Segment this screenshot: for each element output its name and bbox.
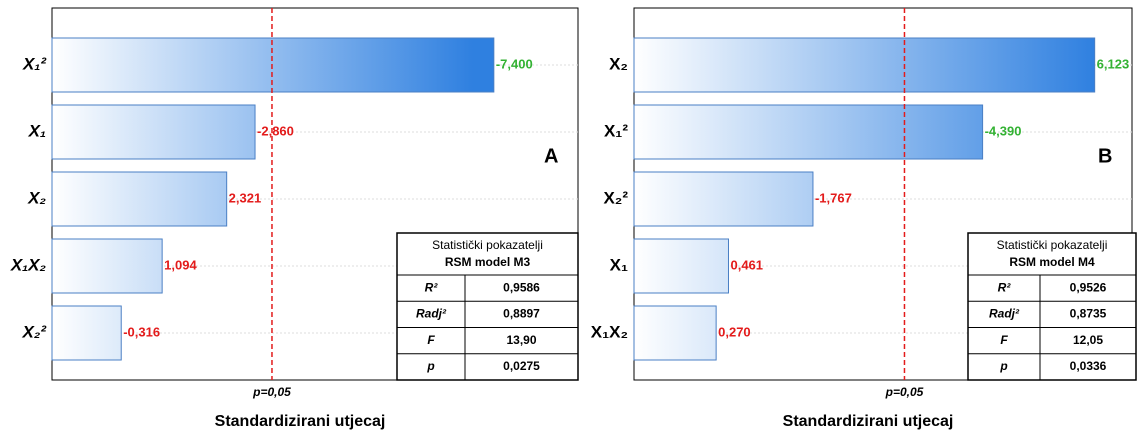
value-label: -0,316 bbox=[123, 324, 160, 339]
category-label: X₁ bbox=[610, 255, 628, 274]
bar bbox=[633, 104, 984, 160]
table-key: p bbox=[426, 359, 434, 373]
table-value: 0,8735 bbox=[1070, 307, 1107, 321]
x-axis-label: Standardizirani utjecaj bbox=[783, 413, 954, 430]
table-key: R² bbox=[998, 280, 1012, 294]
value-label: 1,094 bbox=[164, 257, 197, 272]
bar bbox=[51, 171, 228, 227]
table-value: 0,0275 bbox=[503, 359, 540, 373]
table-value: 0,0336 bbox=[1070, 359, 1107, 373]
value-label: -7,400 bbox=[496, 56, 533, 71]
category-label: X₂² bbox=[22, 322, 48, 341]
value-label: -4,390 bbox=[985, 123, 1022, 138]
value-label: 2,321 bbox=[229, 190, 262, 205]
table-key: F bbox=[1000, 333, 1008, 347]
threshold-label: p=0,05 bbox=[885, 385, 924, 399]
value-label: 0,461 bbox=[730, 257, 763, 272]
table-value: 0,9586 bbox=[503, 280, 540, 294]
category-label: X₁² bbox=[22, 54, 47, 73]
category-label: X₁ bbox=[28, 121, 46, 140]
table-title: RSM model M3 bbox=[445, 255, 531, 269]
category-label: X₁X₂ bbox=[10, 255, 47, 274]
table-key: p bbox=[999, 359, 1007, 373]
table-title: RSM model M4 bbox=[1009, 255, 1095, 269]
bar bbox=[51, 305, 122, 361]
table-title: Statistički pokazatelji bbox=[432, 238, 543, 252]
table-key: Radj² bbox=[989, 307, 1020, 321]
bar bbox=[51, 238, 163, 294]
category-label: X₁² bbox=[604, 121, 628, 140]
bar bbox=[51, 104, 256, 160]
category-label: X₂ bbox=[27, 188, 46, 207]
table-value: 13,90 bbox=[506, 333, 536, 347]
table-key: Radj² bbox=[416, 307, 447, 321]
value-label: 0,270 bbox=[718, 324, 751, 339]
table-frame bbox=[967, 232, 1137, 381]
table-value: 12,05 bbox=[1073, 333, 1103, 347]
bar bbox=[633, 37, 1096, 93]
table-title: Statistički pokazatelji bbox=[997, 238, 1108, 252]
table-key: F bbox=[427, 333, 435, 347]
x-axis-label: Standardizirani utjecaj bbox=[215, 413, 386, 430]
panel-label: A bbox=[544, 145, 558, 167]
bar bbox=[51, 37, 495, 93]
value-label: -1,767 bbox=[815, 190, 852, 205]
table-value: 0,8897 bbox=[503, 307, 540, 321]
category-label: X₂ bbox=[609, 54, 628, 73]
table-frame bbox=[396, 232, 579, 381]
value-label: -2,860 bbox=[257, 123, 294, 138]
value-label: 6,123 bbox=[1097, 56, 1130, 71]
bar bbox=[633, 305, 717, 361]
table-key: R² bbox=[425, 280, 439, 294]
category-label: X₂² bbox=[603, 188, 628, 207]
bar bbox=[633, 171, 814, 227]
bar bbox=[633, 238, 729, 294]
category-label: X₁X₂ bbox=[591, 322, 628, 341]
threshold-label: p=0,05 bbox=[252, 385, 291, 399]
panel-label: B bbox=[1098, 145, 1112, 167]
table-value: 0,9526 bbox=[1070, 280, 1107, 294]
